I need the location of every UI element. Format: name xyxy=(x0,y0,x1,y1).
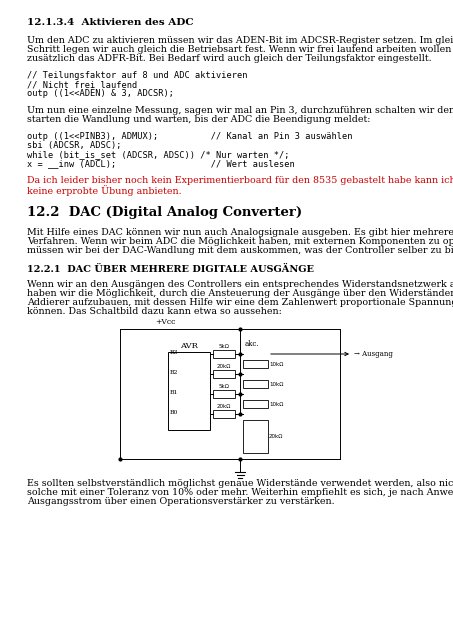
Text: while (bit_is_set (ADCSR, ADSC)) /* Nur warten */;: while (bit_is_set (ADCSR, ADSC)) /* Nur … xyxy=(27,150,289,159)
Bar xyxy=(213,370,235,378)
Text: 12.1.3.4  Aktivieren des ADC: 12.1.3.4 Aktivieren des ADC xyxy=(27,18,193,27)
Text: sbi (ADCSR, ADSC);: sbi (ADCSR, ADSC); xyxy=(27,141,121,150)
Text: B2: B2 xyxy=(170,369,178,374)
Text: 10kΩ: 10kΩ xyxy=(269,362,284,367)
Text: zusätzlich das ADFR-Bit. Bei Bedarf wird auch gleich der Teilungsfaktor eingeste: zusätzlich das ADFR-Bit. Bei Bedarf wird… xyxy=(27,54,432,63)
Text: x = __inw (ADCL);                  // Wert auslesen: x = __inw (ADCL); // Wert auslesen xyxy=(27,159,295,168)
Bar xyxy=(243,360,268,368)
Text: Es sollten selbstverständlich möglichst genaue Widerstände verwendet werden, als: Es sollten selbstverständlich möglichst … xyxy=(27,479,453,488)
Text: 20kΩ: 20kΩ xyxy=(217,364,231,369)
Text: 5kΩ: 5kΩ xyxy=(218,384,229,389)
Bar xyxy=(243,420,268,453)
Text: haben wir die Möglichkeit, durch die Ansteuerung der Ausgänge über den Widerstän: haben wir die Möglichkeit, durch die Ans… xyxy=(27,289,453,298)
Text: Da ich leider bisher noch kein Experimentierboard für den 8535 gebastelt habe ka: Da ich leider bisher noch kein Experimen… xyxy=(27,176,453,185)
Text: 12.2.1  DAC ÜBER MEHRERE DIGITALE AUSGÄNGE: 12.2.1 DAC ÜBER MEHRERE DIGITALE AUSGÄNG… xyxy=(27,265,314,274)
Text: 10kΩ: 10kΩ xyxy=(269,401,284,406)
Text: 5kΩ: 5kΩ xyxy=(218,344,229,349)
Text: 20kΩ: 20kΩ xyxy=(269,434,284,439)
Bar xyxy=(243,380,268,388)
Text: Wenn wir an den Ausgängen des Controllers ein entsprechendes Widerstandsnetzwerk: Wenn wir an den Ausgängen des Controller… xyxy=(27,280,453,289)
Text: Um den ADC zu aktivieren müssen wir das ADEN-Bit im ADCSR-Register setzen. Im gl: Um den ADC zu aktivieren müssen wir das … xyxy=(27,36,453,45)
Text: müssen wir bei der DAC-Wandlung mit dem auskommen, was der Controller selber zu : müssen wir bei der DAC-Wandlung mit dem … xyxy=(27,246,453,255)
Text: B0: B0 xyxy=(170,410,178,415)
Text: // Nicht frei laufend: // Nicht frei laufend xyxy=(27,80,137,89)
Bar xyxy=(168,352,210,430)
Text: outp ((1<<ADEN) & 3, ADCSR);: outp ((1<<ADEN) & 3, ADCSR); xyxy=(27,89,174,98)
Text: keine erprobte Übung anbieten.: keine erprobte Übung anbieten. xyxy=(27,185,182,196)
Text: B1: B1 xyxy=(170,390,178,394)
Bar xyxy=(213,410,235,418)
Text: Ausgangsstrom über einen Operationsverstärker zu verstärken.: Ausgangsstrom über einen Operationsverst… xyxy=(27,497,335,506)
Text: Verfahren. Wenn wir beim ADC die Möglichkeit haben, mit externen Komponenten zu : Verfahren. Wenn wir beim ADC die Möglich… xyxy=(27,237,453,246)
Text: können. Das Schaltbild dazu kann etwa so aussehen:: können. Das Schaltbild dazu kann etwa so… xyxy=(27,307,282,316)
Text: outp ((1<<PINB3), ADMUX);          // Kanal an Pin 3 auswählen: outp ((1<<PINB3), ADMUX); // Kanal an Pi… xyxy=(27,132,352,141)
Bar xyxy=(213,390,235,398)
Text: // Teilungsfaktor auf 8 und ADC aktivieren: // Teilungsfaktor auf 8 und ADC aktivier… xyxy=(27,71,247,80)
Text: → Ausgang: → Ausgang xyxy=(354,350,393,358)
Text: solche mit einer Toleranz von 10% oder mehr. Weiterhin empfiehlt es sich, je nac: solche mit einer Toleranz von 10% oder m… xyxy=(27,488,453,497)
Text: Mit Hilfe eines DAC können wir nun auch Analogsignale ausgeben. Es gibt hier meh: Mit Hilfe eines DAC können wir nun auch … xyxy=(27,228,453,237)
Text: 12.2  DAC (Digital Analog Converter): 12.2 DAC (Digital Analog Converter) xyxy=(27,206,302,219)
Text: Addierer aufzubauen, mit dessen Hilfe wir eine dem Zahlenwert proportionale Span: Addierer aufzubauen, mit dessen Hilfe wi… xyxy=(27,298,453,307)
Text: +Vcc: +Vcc xyxy=(155,318,175,326)
Text: B3: B3 xyxy=(170,349,178,355)
Text: 10kΩ: 10kΩ xyxy=(269,381,284,387)
Bar xyxy=(213,350,235,358)
Text: starten die Wandlung und warten, bis der ADC die Beendigung meldet:: starten die Wandlung und warten, bis der… xyxy=(27,115,371,124)
Text: akc.: akc. xyxy=(245,340,260,348)
Text: Schritt legen wir auch gleich die Betriebsart fest. Wenn wir frei laufend arbeit: Schritt legen wir auch gleich die Betrie… xyxy=(27,45,453,54)
Text: 20kΩ: 20kΩ xyxy=(217,404,231,409)
Bar xyxy=(243,400,268,408)
Text: AVR: AVR xyxy=(180,342,198,350)
Text: Um nun eine einzelne Messung, sagen wir mal an Pin 3, durchzuführen schalten wir: Um nun eine einzelne Messung, sagen wir … xyxy=(27,106,453,115)
